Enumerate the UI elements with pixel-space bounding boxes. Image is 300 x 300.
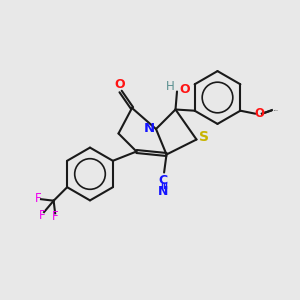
Text: O: O <box>115 78 125 92</box>
Text: O: O <box>180 82 190 96</box>
Text: H: H <box>166 80 175 93</box>
Text: N: N <box>144 122 155 136</box>
Text: F: F <box>39 209 46 222</box>
Text: F: F <box>52 210 59 224</box>
Text: O: O <box>255 107 265 120</box>
Text: OCH₃: OCH₃ <box>271 109 275 110</box>
Text: methyl: methyl <box>274 110 279 111</box>
Text: F: F <box>35 192 41 206</box>
Text: C: C <box>158 173 167 187</box>
Text: N: N <box>158 184 168 198</box>
Text: S: S <box>199 130 209 144</box>
